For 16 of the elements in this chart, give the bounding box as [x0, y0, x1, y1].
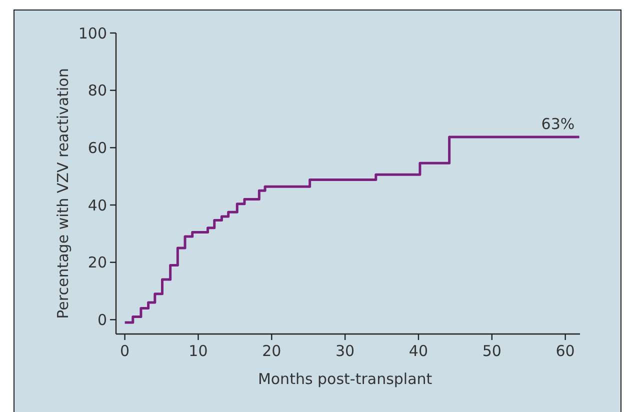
- y-tick-label: 80: [88, 82, 107, 100]
- y-tick-label: 40: [88, 196, 107, 214]
- x-tick-label: 60: [556, 342, 575, 360]
- y-tick-label: 60: [88, 138, 107, 157]
- x-tick-label: 20: [262, 342, 282, 360]
- annotation: 63%: [541, 115, 575, 134]
- y-tick-label: 100: [78, 24, 107, 42]
- x-tick-label: 10: [188, 342, 208, 360]
- y-axis-title: Percentage with VZV reactivation: [54, 68, 72, 319]
- x-tick-label: 30: [336, 342, 355, 360]
- y-tick-label: 20: [88, 254, 107, 272]
- x-tick-label: 50: [482, 342, 502, 360]
- x-tick-label: 40: [408, 342, 428, 360]
- x-tick-label: 0: [120, 342, 130, 360]
- y-tick-label: 0: [97, 310, 107, 329]
- x-axis-title: Months post-transplant: [258, 370, 432, 388]
